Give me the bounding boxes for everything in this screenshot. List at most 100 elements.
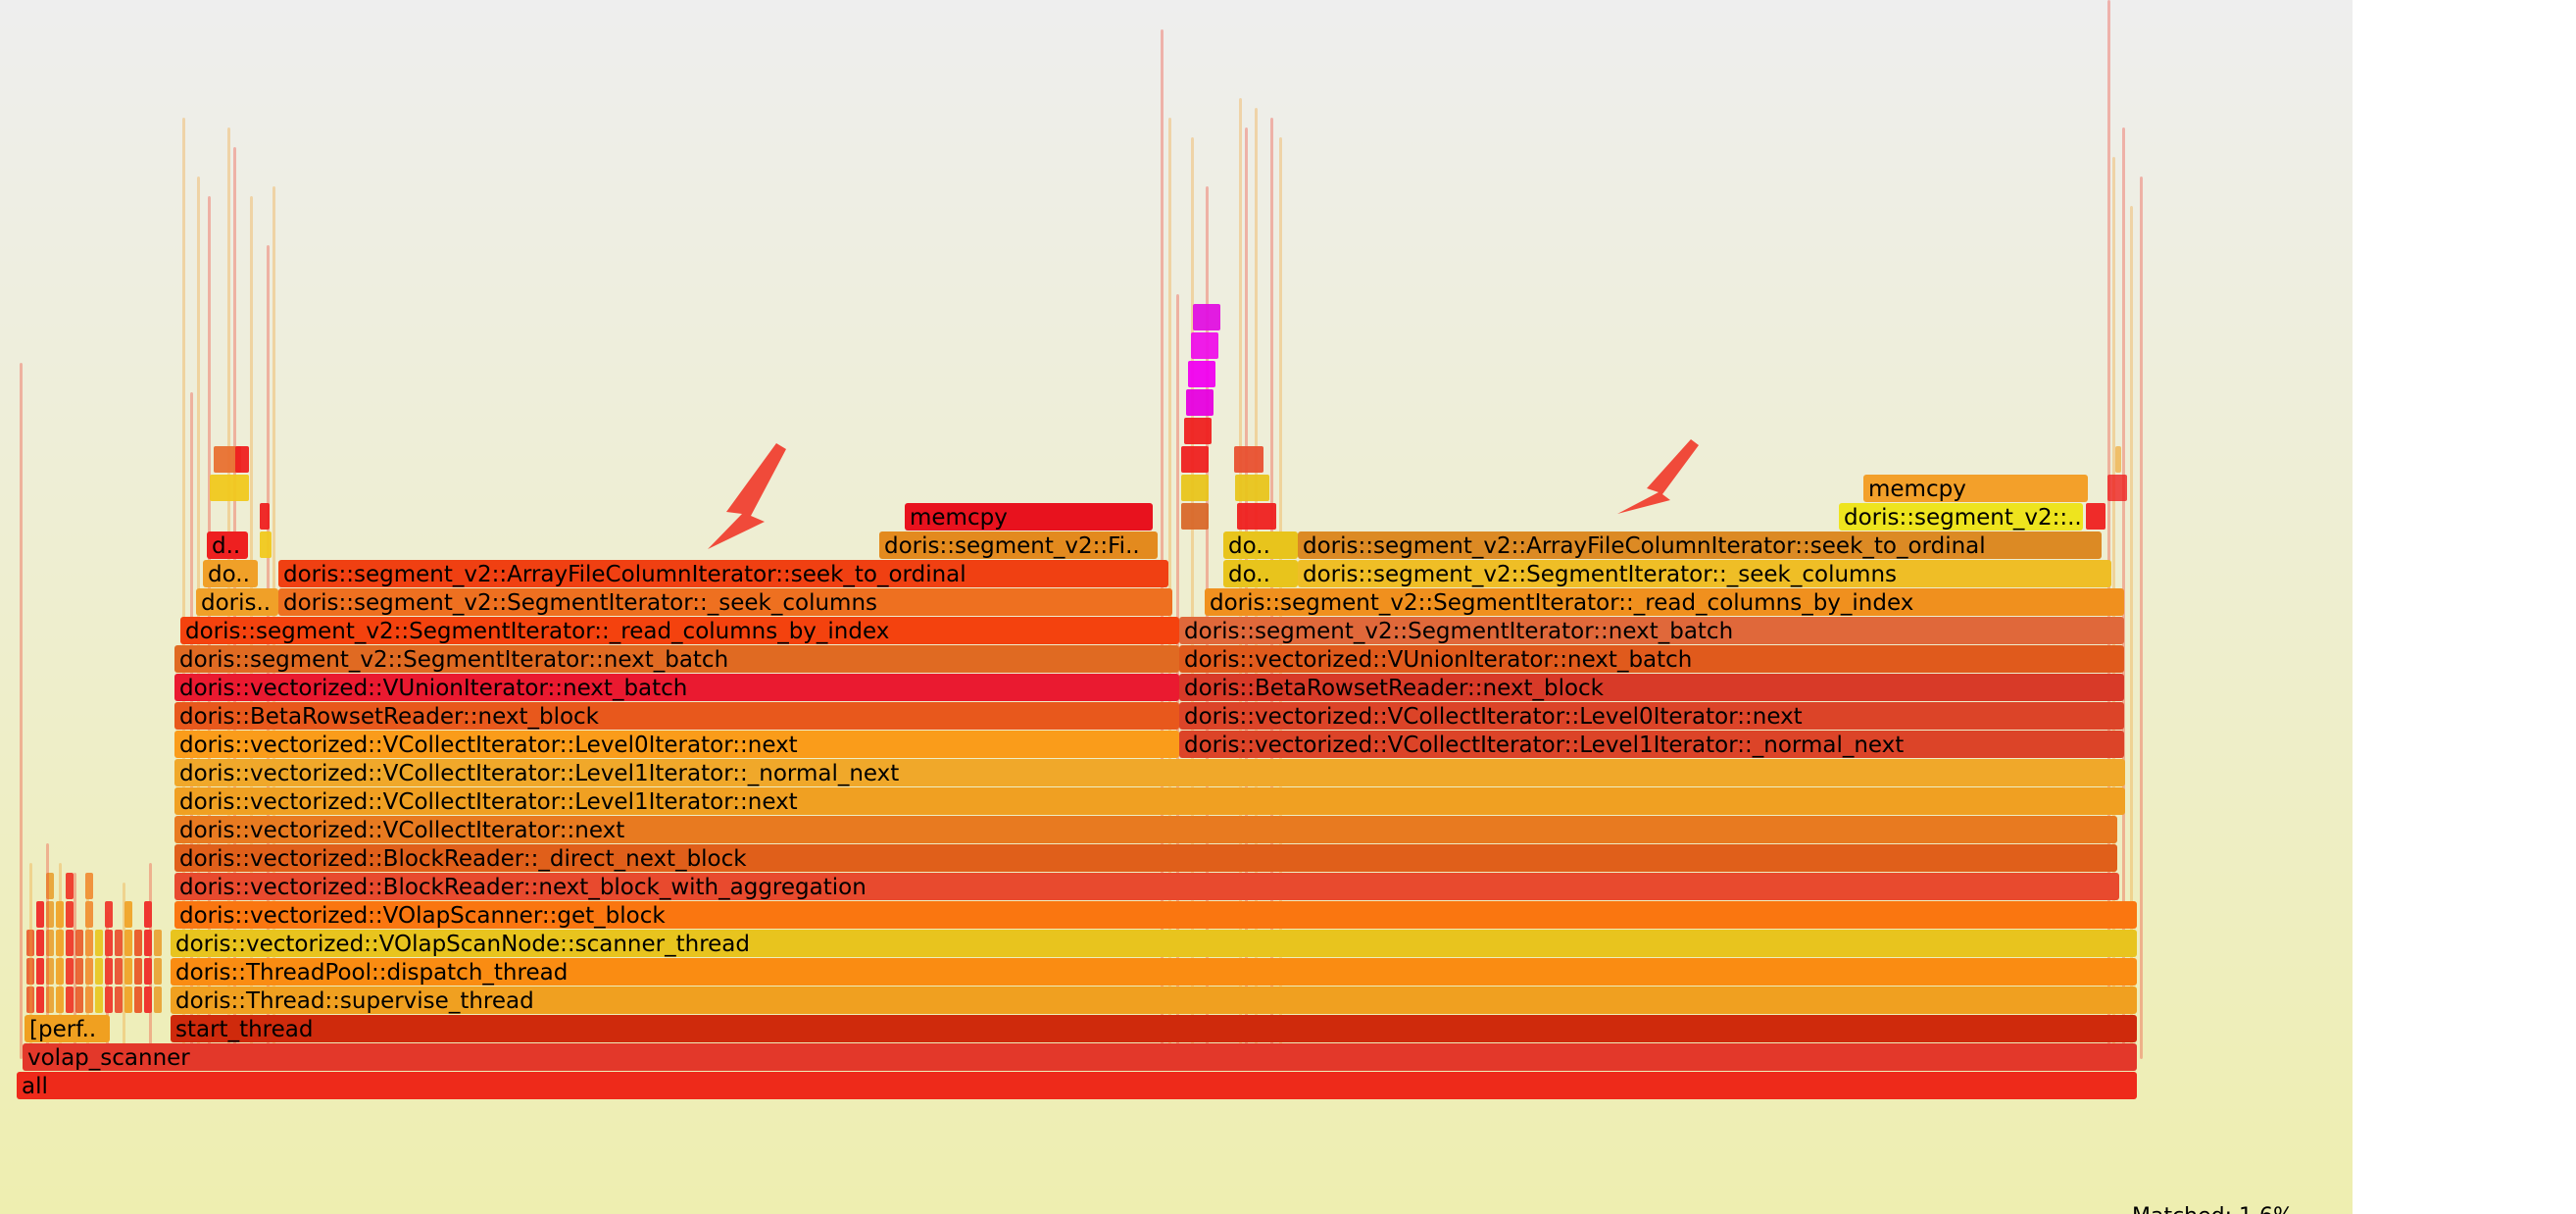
- frame-rcbi_left[interactable]: doris::segment_v2::SegmentIterator::_rea…: [180, 617, 1179, 644]
- frame-afci_left[interactable]: doris::segment_v2::ArrayFileColumnIterat…: [278, 560, 1168, 587]
- frame-supervise[interactable]: doris::Thread::supervise_thread: [171, 986, 2137, 1014]
- sliver: [2140, 177, 2143, 1059]
- sliver: [46, 901, 54, 928]
- sliver: [105, 958, 113, 985]
- frame-sv2_right[interactable]: doris::segment_v2::..: [1839, 503, 2083, 531]
- sliver: [134, 930, 142, 956]
- frame-sinb_right[interactable]: doris::segment_v2::SegmentIterator::next…: [1179, 617, 2124, 644]
- matched-percentage: Matched: 1.6%: [2132, 1204, 2294, 1214]
- sliver: [144, 901, 152, 928]
- frame-vui_left[interactable]: doris::vectorized::VUnionIterator::next_…: [174, 674, 1179, 701]
- sliver: [115, 958, 123, 985]
- sliver: [134, 958, 142, 985]
- sliver: [1181, 446, 1209, 473]
- sliver: [115, 986, 123, 1013]
- sliver: [144, 930, 152, 956]
- sliver: [46, 930, 54, 956]
- sliver: [235, 446, 249, 473]
- frame-seek_cols_right[interactable]: doris::segment_v2::SegmentIterator::_see…: [1298, 560, 2111, 587]
- frame-all[interactable]: all: [17, 1072, 2137, 1099]
- sliver: [210, 475, 249, 501]
- frame-start[interactable]: start_thread: [171, 1015, 2137, 1042]
- sliver: [105, 901, 113, 928]
- sliver: [1181, 475, 1209, 501]
- sliver: [105, 930, 113, 956]
- sliver: [26, 986, 34, 1013]
- sliver: [1184, 418, 1212, 444]
- sliver: [66, 930, 74, 956]
- frame-seek_cols_left[interactable]: doris::segment_v2::SegmentIterator::_see…: [278, 588, 1172, 616]
- frame-l1_normal[interactable]: doris::vectorized::VCollectIterator::Lev…: [174, 759, 2125, 786]
- frame-bnbwa[interactable]: doris::vectorized::BlockReader::next_blo…: [174, 873, 2119, 900]
- sliver: [1193, 304, 1220, 330]
- sliver: [124, 930, 132, 956]
- frame-vci_next[interactable]: doris::vectorized::VCollectIterator::nex…: [174, 816, 2117, 843]
- frame-vui_right[interactable]: doris::vectorized::VUnionIterator::next_…: [1179, 645, 2124, 673]
- sliver: [260, 503, 270, 530]
- frame-brr_right[interactable]: doris::BetaRowsetReader::next_block: [1179, 674, 2124, 701]
- frame-dispatch[interactable]: doris::ThreadPool::dispatch_thread: [171, 958, 2137, 986]
- frame-l0_right[interactable]: doris::vectorized::VCollectIterator::Lev…: [1179, 702, 2124, 730]
- frame-dnb[interactable]: doris::vectorized::BlockReader::_direct_…: [174, 844, 2117, 872]
- sliver: [144, 958, 152, 985]
- frame-brr_left[interactable]: doris::BetaRowsetReader::next_block: [174, 702, 1179, 730]
- frame-do3[interactable]: do..: [1223, 560, 1298, 587]
- sliver: [59, 863, 62, 1059]
- flame-graph: all volap_scanner start_thread [perf.. doris…: [0, 0, 2353, 1214]
- sliver: [36, 930, 44, 956]
- frame-perf[interactable]: [perf..: [25, 1015, 110, 1042]
- sliver: [2086, 503, 2105, 530]
- sliver: [124, 958, 132, 985]
- sliver: [154, 958, 162, 985]
- frame-rcbi_right[interactable]: doris::segment_v2::SegmentIterator::_rea…: [1205, 588, 2124, 616]
- sliver: [1188, 361, 1215, 387]
- sliver: [36, 958, 44, 985]
- frame-l0_left[interactable]: doris::vectorized::VCollectIterator::Lev…: [174, 731, 1179, 758]
- sliver: [2115, 446, 2121, 473]
- sliver: [154, 930, 162, 956]
- sliver: [26, 930, 34, 956]
- sliver: [85, 873, 93, 899]
- frame-dots1[interactable]: doris..: [196, 588, 278, 616]
- sliver: [56, 901, 64, 928]
- frame-volap[interactable]: volap_scanner: [23, 1043, 2137, 1071]
- sliver: [105, 986, 113, 1013]
- frame-get_block[interactable]: doris::vectorized::VOlapScanner::get_blo…: [174, 901, 2137, 929]
- sliver: [115, 930, 123, 956]
- sliver: [95, 986, 103, 1013]
- sliver: [260, 531, 272, 558]
- sliver: [66, 958, 74, 985]
- sliver: [75, 986, 83, 1013]
- sliver: [74, 873, 76, 1059]
- sliver: [95, 930, 103, 956]
- sliver: [1186, 389, 1214, 416]
- frame-memcpy_right[interactable]: memcpy: [1863, 475, 2088, 502]
- sliver: [154, 986, 162, 1013]
- frame-scanner_thread[interactable]: doris::vectorized::VOlapScanNode::scanne…: [171, 930, 2137, 957]
- frame-do2[interactable]: do..: [203, 560, 258, 587]
- sliver: [46, 873, 54, 899]
- sliver: [95, 958, 103, 985]
- sliver: [1181, 503, 1209, 530]
- sliver: [75, 930, 83, 956]
- sliver: [46, 986, 54, 1013]
- sliver: [2107, 475, 2127, 501]
- sliver: [26, 958, 34, 985]
- frame-l1n_right[interactable]: doris::vectorized::VCollectIterator::Lev…: [1179, 731, 2124, 758]
- sliver: [1235, 475, 1269, 501]
- frame-sinb_left[interactable]: doris::segment_v2::SegmentIterator::next…: [174, 645, 1179, 673]
- sliver: [56, 986, 64, 1013]
- sliver: [2107, 0, 2110, 1059]
- sliver: [75, 958, 83, 985]
- sliver: [1234, 446, 1263, 473]
- frame-fi_left[interactable]: doris::segment_v2::Fi..: [879, 531, 1158, 559]
- sliver: [123, 883, 125, 1059]
- sliver: [134, 986, 142, 1013]
- frame-d_small[interactable]: d..: [207, 531, 248, 559]
- frame-do4[interactable]: do..: [1223, 531, 1298, 559]
- sliver: [36, 986, 44, 1013]
- frame-memcpy_left[interactable]: memcpy: [905, 503, 1153, 531]
- frame-l1_next[interactable]: doris::vectorized::VCollectIterator::Lev…: [174, 787, 2125, 815]
- sliver: [85, 930, 93, 956]
- frame-afci_right[interactable]: doris::segment_v2::ArrayFileColumnIterat…: [1298, 531, 2102, 559]
